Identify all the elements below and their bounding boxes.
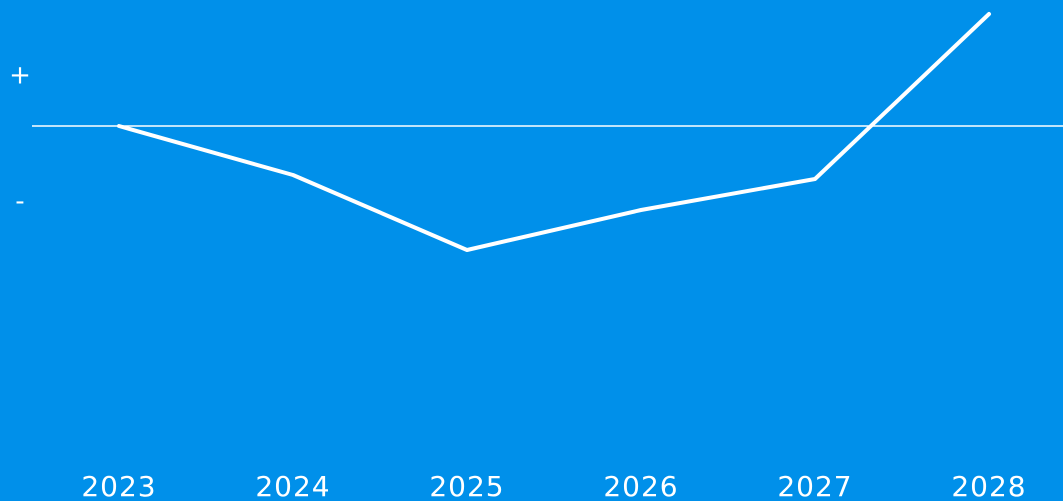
x-tick-label: 2027 [777,470,852,501]
y-tick-label: - [15,187,24,217]
line [117,12,991,252]
x-tick-label: 2025 [429,470,504,501]
x-tick-label: 2024 [255,470,330,501]
x-tick-label: 2028 [951,470,1026,501]
y-tick-label: + [9,61,31,91]
x-tick-label: 2026 [603,470,678,501]
x-tick-label: 2023 [81,470,156,501]
